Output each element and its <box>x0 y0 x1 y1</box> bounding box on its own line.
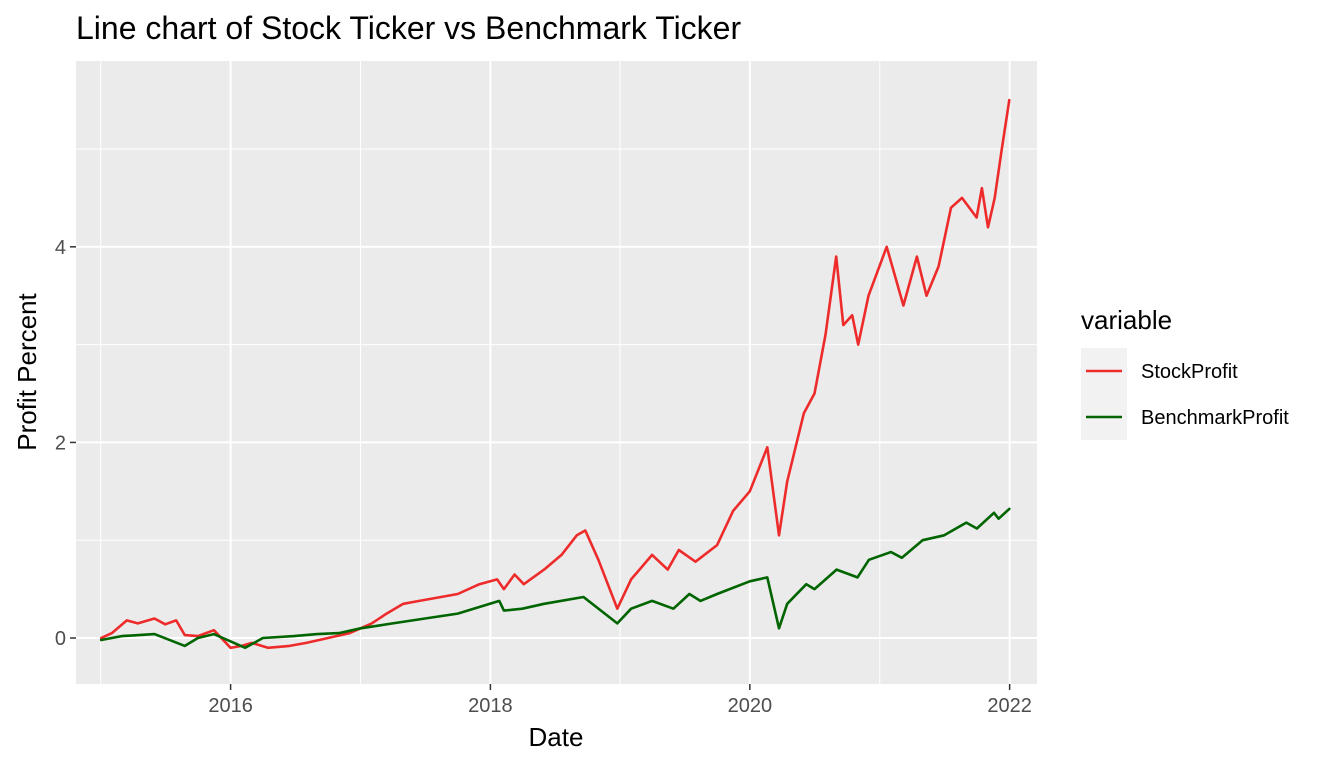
y-tick-labels: 0 2 4 <box>55 237 66 650</box>
legend-entries: StockProfit BenchmarkProfit <box>1081 348 1289 440</box>
legend: variable StockProfit BenchmarkProfit <box>1081 305 1289 440</box>
x-axis-title: Date <box>529 722 584 752</box>
legend-label: BenchmarkProfit <box>1141 407 1289 429</box>
minor-gridlines <box>76 61 1037 684</box>
x-tick-labels: 2016 2018 2020 2022 <box>208 695 1032 717</box>
axis-ticks <box>70 246 1011 690</box>
y-tick-label: 2 <box>55 432 66 454</box>
chart-title: Line chart of Stock Ticker vs Benchmark … <box>76 10 741 46</box>
plot-panel <box>76 61 1037 684</box>
y-tick-label: 4 <box>55 237 66 259</box>
legend-title: variable <box>1081 305 1172 335</box>
series-line-benchmarkprofit <box>99 507 1011 650</box>
x-tick-label: 2016 <box>208 695 253 717</box>
x-tick-label: 2018 <box>468 695 513 717</box>
x-tick-label: 2022 <box>987 695 1032 717</box>
series-layer <box>99 98 1011 650</box>
legend-label: StockProfit <box>1141 361 1238 383</box>
y-tick-label: 0 <box>55 628 66 650</box>
x-tick-label: 2020 <box>728 695 773 717</box>
y-axis-title: Profit Percent <box>12 292 42 450</box>
